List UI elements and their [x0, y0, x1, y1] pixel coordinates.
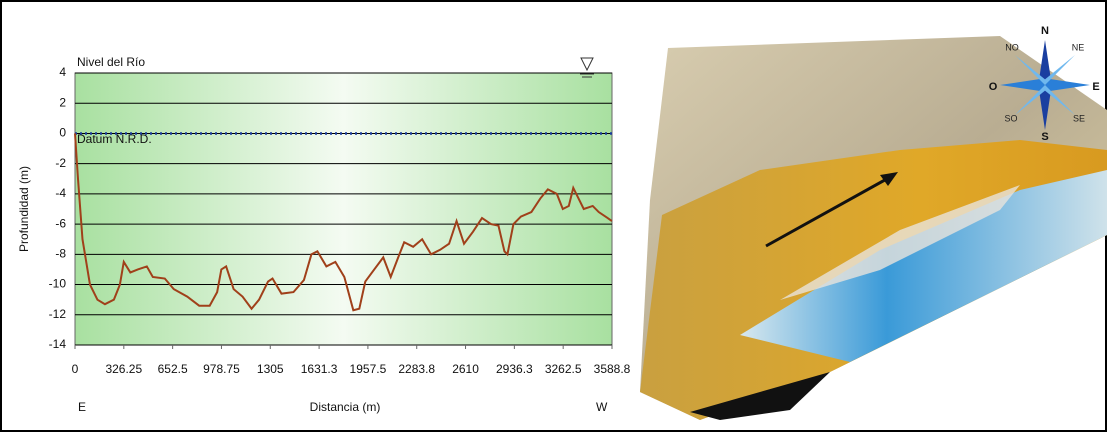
left-end-label: E — [78, 400, 86, 414]
x-tick-label: 3588.8 — [594, 362, 631, 376]
x-tick-label: 652.5 — [158, 362, 188, 376]
profile-chart: Distancia (m) Profundidad (m) Nivel del … — [17, 55, 631, 414]
compass-label: NE — [1072, 42, 1085, 52]
y-tick-label: 0 — [59, 126, 66, 140]
x-tick-label: 2936.3 — [496, 362, 533, 376]
y-tick-label: -6 — [55, 216, 66, 230]
x-tick-label: 1305 — [257, 362, 284, 376]
y-tick-label: -8 — [55, 247, 66, 261]
compass-label: SO — [1004, 113, 1017, 123]
river-level-label: Nivel del Río — [77, 55, 145, 69]
x-tick-label: 0 — [72, 362, 79, 376]
terrain-riverbed — [740, 170, 1107, 362]
y-tick-label: -4 — [55, 186, 66, 200]
terrain-ridge — [780, 185, 1020, 300]
x-tick-label: 978.75 — [203, 362, 240, 376]
x-axis-label: Distancia (m) — [310, 400, 381, 414]
river-level-symbol — [580, 57, 594, 78]
profile-line — [74, 133, 613, 312]
compass-label: O — [989, 81, 998, 93]
compass: N NE E SE S SO O NO — [989, 25, 1100, 143]
y-tick-label: -10 — [49, 277, 67, 291]
x-tick-label: 326.25 — [105, 362, 142, 376]
datum-label: Datum N.R.D. — [77, 132, 152, 146]
y-tick-label: 2 — [59, 95, 66, 109]
x-tick-label: 1631.3 — [301, 362, 338, 376]
x-tick-label: 2610 — [452, 362, 479, 376]
flow-arrow-head — [880, 172, 898, 186]
x-tick-label: 1957.5 — [350, 362, 387, 376]
compass-label: E — [1092, 81, 1099, 93]
x-tick-label: 3262.5 — [545, 362, 582, 376]
y-tick-label: 4 — [59, 65, 66, 79]
flow-arrow — [765, 174, 893, 248]
terrain-image — [640, 36, 1107, 420]
compass-label: SE — [1073, 113, 1085, 123]
y-axis-label: Profundidad (m) — [17, 166, 31, 252]
y-tick-label: -2 — [55, 156, 66, 170]
plot-area — [74, 72, 613, 346]
right-end-label: W — [596, 400, 608, 414]
compass-label: S — [1041, 131, 1048, 143]
y-tick-label: -14 — [49, 337, 67, 351]
x-tick-label: 2283.8 — [398, 362, 435, 376]
y-tick-label: -12 — [49, 307, 67, 321]
terrain-shadow — [690, 372, 830, 420]
compass-label: NO — [1005, 42, 1019, 52]
compass-label: N — [1041, 25, 1049, 37]
